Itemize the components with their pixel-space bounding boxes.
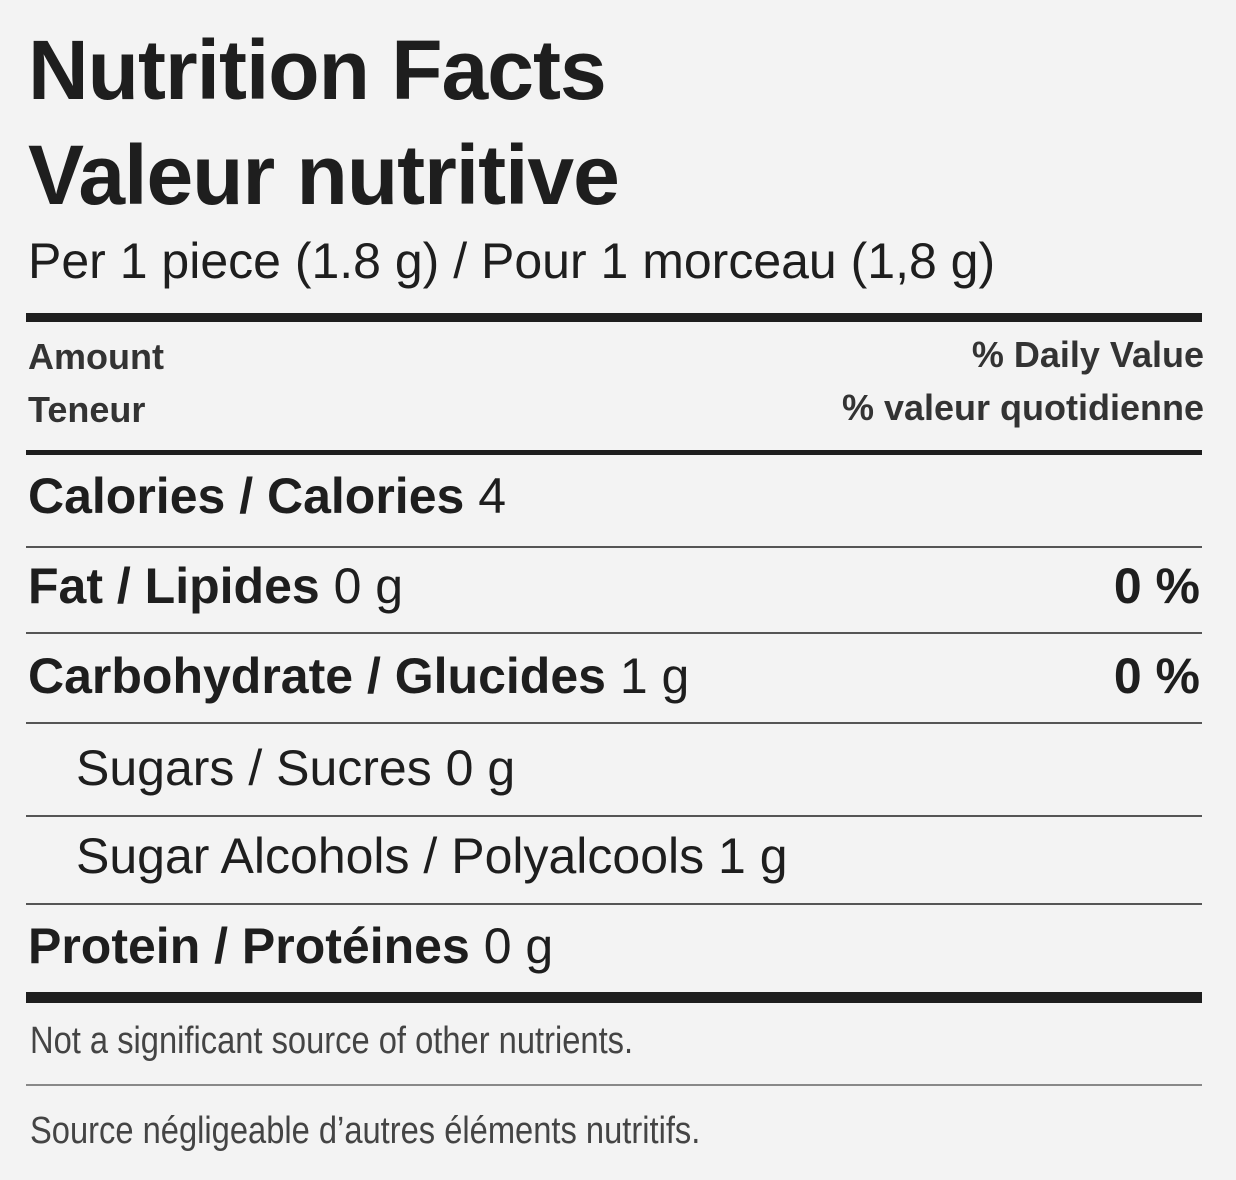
daily-value: 0 %	[1113, 648, 1200, 704]
spacer	[704, 827, 718, 885]
thick-rule	[26, 313, 1202, 322]
nutrient-amount: 4	[478, 468, 507, 524]
nutrient-row: Calories / Calories 4	[28, 468, 1200, 524]
serving: Per 1 piece (1.8 g) / Pour 1 morceau (1,…	[28, 233, 996, 289]
spacer	[470, 917, 484, 975]
nutrient-name: Carbohydrate / Glucides	[28, 648, 606, 704]
nutrient-amount: 1 g	[718, 828, 788, 884]
nutrient-name: Sugar Alcohols / Polyalcools	[76, 828, 705, 884]
dv-label: % Daily Value	[971, 334, 1204, 375]
nutrient-name: Fat / Lipides	[28, 558, 320, 614]
footnote: Not a significant source of other nutrie…	[30, 1020, 634, 1062]
daily-value: 0 %	[1113, 558, 1200, 614]
spacer	[606, 647, 620, 705]
title: Nutrition Facts	[28, 23, 607, 117]
title-fr: Valeur nutritive	[28, 128, 620, 222]
nutrient-amount: 0 g	[445, 740, 516, 796]
footnote-fr: Source négligeable d’autres éléments nut…	[30, 1110, 701, 1152]
nutrient-row: Fat / Lipides 0 g 0 %	[28, 558, 1200, 614]
amount-label-fr: Teneur	[28, 389, 146, 430]
thin-rule	[26, 815, 1202, 817]
thin-rule	[26, 546, 1202, 548]
nutrient-row: Carbohydrate / Glucides 1 g 0 %	[28, 648, 1200, 704]
thin-rule	[26, 722, 1202, 724]
nutrient-amount: 0 g	[483, 918, 554, 974]
nutrient-amount: 0 g	[333, 558, 404, 614]
spacer	[320, 557, 334, 615]
spacer	[432, 739, 446, 797]
nutrient-row: Sugar Alcohols / Polyalcools 1 g	[76, 828, 1200, 884]
nutrient-name: Sugars / Sucres	[76, 740, 432, 796]
amount-label: Amount	[28, 336, 164, 377]
nutrient-name: Protein / Protéines	[28, 918, 470, 974]
nutrient-row: Sugars / Sucres 0 g	[76, 740, 1200, 796]
nutrient-name: Calories / Calories	[28, 468, 465, 524]
nutrient-amount: 1 g	[619, 648, 690, 704]
spacer	[464, 467, 478, 525]
thin-rule	[26, 632, 1202, 634]
thick-rule	[26, 992, 1202, 1003]
nutrient-row: Protein / Protéines 0 g	[28, 918, 1200, 974]
thin-rule	[26, 1084, 1202, 1086]
dv-label-fr: % valeur quotidienne	[841, 387, 1204, 428]
medium-rule	[26, 450, 1202, 455]
thin-rule	[26, 903, 1202, 905]
